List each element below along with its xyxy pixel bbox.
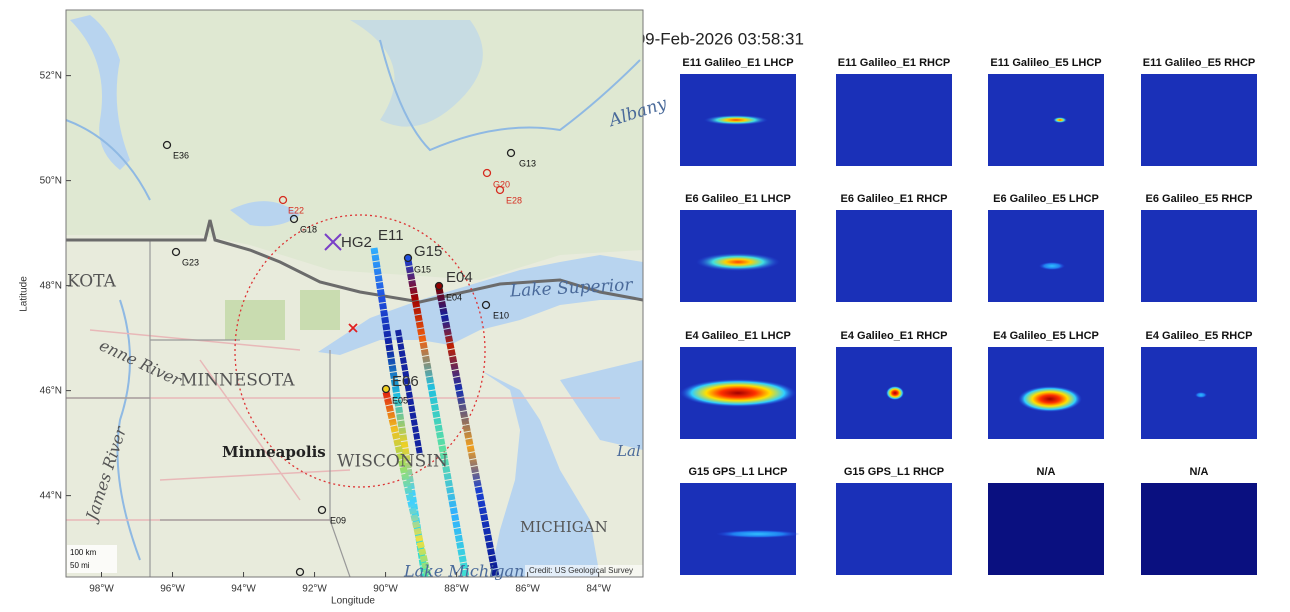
satellite-label: G20 [493,179,510,189]
page: HydroGNSS (HG2) - 09-Feb-2026 03:58:31 [0,0,1290,612]
heatmap-peak [696,253,780,271]
place-label: KOTA [67,272,117,292]
panels: E11 Galileo_E1 LHCP E11 Galileo_E1 RHCP E1… [680,57,1257,575]
panel-title: E4 Galileo_E1 RHCP [841,330,948,342]
satellite-label: G15 [414,264,431,274]
heatmap [988,210,1104,302]
panel-title: E11 Galileo_E1 LHCP [682,57,793,69]
sat-marker [383,386,390,393]
satellite-label: E09 [330,515,346,525]
place-label: Minneapolis [222,443,326,461]
heatmap [1141,210,1257,302]
panel-title: E4 Galileo_E5 RHCP [1146,330,1253,342]
figure: HydroGNSS (HG2) - 09-Feb-2026 03:58:31 [0,0,1290,612]
panel-title: E11 Galileo_E5 LHCP [990,57,1101,69]
panel-title: G15 GPS_L1 LHCP [688,466,787,478]
x-tick-label: 92°W [302,584,327,595]
satellite-label: HG2 [341,234,372,251]
place-label: MICHIGAN [520,518,608,536]
x-tick-label: 98°W [89,584,114,595]
heatmap [680,483,796,575]
x-tick-label: 96°W [160,584,185,595]
satellite-label: E36 [173,150,189,160]
panel-title: N/A [1190,466,1209,478]
heatmap-peak [1039,262,1065,270]
scale-bar-label: 50 mi [70,561,90,570]
place-label: WISCONSIN [337,452,448,472]
x-tick-label: 84°W [586,584,611,595]
satellite-label: E05 [392,395,408,405]
heatmap-peak [716,530,800,538]
satellite-label: G13 [519,158,536,168]
heatmap [836,74,952,166]
panel-title: E6 Galileo_E5 LHCP [993,193,1099,205]
y-tick-label: 48°N [40,280,62,291]
y-tick-label: 52°N [40,70,62,81]
panel-title: E6 Galileo_E1 LHCP [685,193,791,205]
heatmap [988,74,1104,166]
heatmap-peak [886,386,904,400]
satellite-label: E04 [446,269,473,286]
heatmap [1141,74,1257,166]
satellite-label: E22 [288,205,304,215]
x-tick-label: 86°W [515,584,540,595]
scale-bar-label: 100 km [70,548,97,557]
panel-title: E6 Galileo_E1 RHCP [841,193,948,205]
y-axis-label: Latitude [19,276,30,312]
panel-title: E4 Galileo_E1 LHCP [685,330,791,342]
heatmap [1141,483,1257,575]
satellite-label: G15 [414,243,442,260]
credit: Credit: US Geological Survey [529,566,633,575]
place-label: Lal [616,442,641,460]
x-axis-label: Longitude [331,596,375,607]
forest [300,290,340,330]
place-label: MINNESOTA [180,371,295,391]
heatmap [836,210,952,302]
x-tick-label: 88°W [444,584,469,595]
satellite-label: G18 [300,224,317,234]
heatmap-peak [704,115,768,125]
place-label: Lake Michigan [403,562,524,581]
panel-title: E4 Galileo_E5 LHCP [993,330,1099,342]
x-tick-label: 94°W [231,584,256,595]
heatmap-peak [680,379,796,407]
heatmap [988,483,1104,575]
satellite-label: G23 [182,257,199,267]
y-tick-label: 50°N [40,175,62,186]
x-tick-label: 90°W [373,584,398,595]
sat-marker [405,255,412,262]
satellite-label: E10 [493,310,509,320]
heatmap-peak [1018,386,1082,412]
sat-marker [436,283,443,290]
panel-title: G15 GPS_L1 RHCP [844,466,944,478]
y-tick-label: 46°N [40,385,62,396]
panel-title: E11 Galileo_E1 RHCP [838,57,951,69]
panel-title: E6 Galileo_E5 RHCP [1146,193,1253,205]
satellite-label: E04 [446,292,462,302]
y-tick-label: 44°N [40,490,62,501]
panel-title: E11 Galileo_E5 RHCP [1143,57,1256,69]
satellite-label: E11 [378,227,404,244]
satellite-label: E28 [506,195,522,205]
satellite-label: E06 [392,373,419,390]
forest [225,300,285,340]
heatmap-peak [1053,117,1067,123]
panel-title: N/A [1037,466,1056,478]
heatmap-peak [1195,392,1207,398]
heatmap [836,483,952,575]
